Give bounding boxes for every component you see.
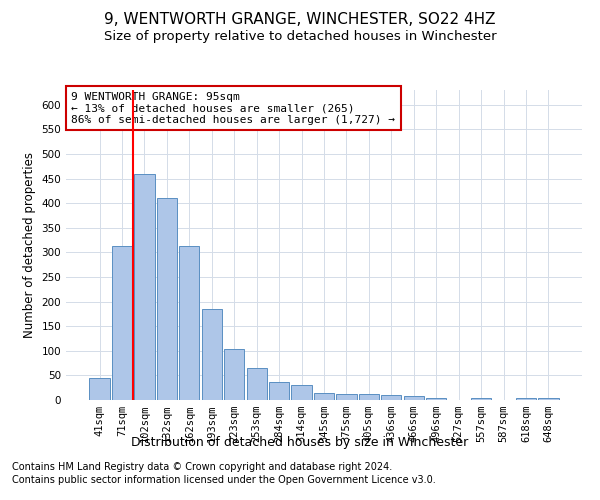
Bar [381,395,401,400]
Bar [89,378,110,400]
Bar [112,246,132,400]
Bar [247,368,267,400]
Text: Contains public sector information licensed under the Open Government Licence v3: Contains public sector information licen… [12,475,436,485]
Bar [538,398,559,400]
Bar [179,246,199,400]
Bar [224,349,244,400]
Bar [404,396,424,400]
Bar [516,398,536,400]
Bar [269,382,289,400]
Bar [202,309,222,400]
Text: Contains HM Land Registry data © Crown copyright and database right 2024.: Contains HM Land Registry data © Crown c… [12,462,392,472]
Text: 9 WENTWORTH GRANGE: 95sqm
← 13% of detached houses are smaller (265)
86% of semi: 9 WENTWORTH GRANGE: 95sqm ← 13% of detac… [71,92,395,124]
Bar [292,384,311,400]
Y-axis label: Number of detached properties: Number of detached properties [23,152,36,338]
Bar [314,393,334,400]
Bar [337,394,356,400]
Text: Size of property relative to detached houses in Winchester: Size of property relative to detached ho… [104,30,496,43]
Bar [157,198,177,400]
Text: Distribution of detached houses by size in Winchester: Distribution of detached houses by size … [131,436,469,449]
Bar [471,398,491,400]
Bar [134,174,155,400]
Text: 9, WENTWORTH GRANGE, WINCHESTER, SO22 4HZ: 9, WENTWORTH GRANGE, WINCHESTER, SO22 4H… [104,12,496,28]
Bar [359,394,379,400]
Bar [426,398,446,400]
